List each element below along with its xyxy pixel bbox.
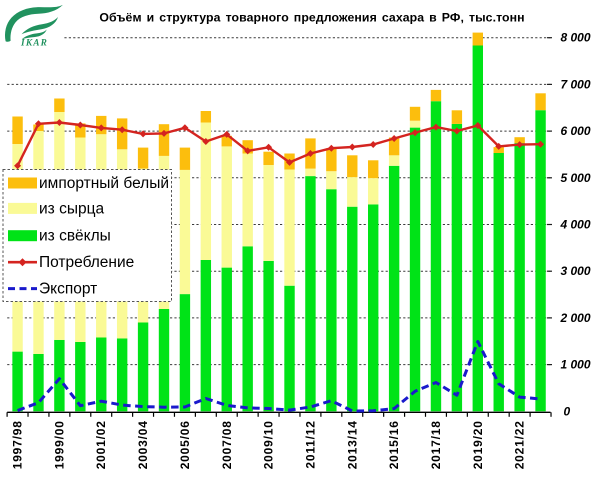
svg-text:0: 0 — [564, 404, 571, 418]
svg-text:6 000: 6 000 — [561, 124, 591, 138]
svg-text:2013/14: 2013/14 — [345, 420, 359, 469]
svg-text:1999/00: 1999/00 — [52, 420, 66, 469]
svg-text:5 000: 5 000 — [561, 171, 591, 185]
svg-text:IKAR: IKAR — [20, 39, 48, 49]
svg-text:2017/18: 2017/18 — [429, 420, 443, 469]
svg-text:из сырца: из сырца — [39, 200, 104, 217]
svg-text:2001/02: 2001/02 — [94, 420, 108, 469]
svg-text:1 000: 1 000 — [561, 358, 591, 372]
svg-text:Объём и структура товарного пр: Объём и структура товарного предложения … — [99, 11, 524, 25]
svg-text:импортный белый: импортный белый — [39, 175, 169, 192]
svg-text:8 000: 8 000 — [561, 31, 591, 45]
svg-text:4 000: 4 000 — [560, 218, 591, 232]
svg-text:2005/06: 2005/06 — [178, 420, 192, 469]
svg-text:2009/10: 2009/10 — [262, 420, 276, 469]
svg-text:2021/22: 2021/22 — [513, 420, 527, 469]
svg-text:3 000: 3 000 — [561, 264, 591, 278]
svg-text:из свёклы: из свёклы — [39, 228, 111, 245]
svg-text:2003/04: 2003/04 — [136, 420, 150, 469]
svg-text:7 000: 7 000 — [561, 77, 591, 91]
svg-text:2019/20: 2019/20 — [471, 420, 485, 469]
svg-text:1997/98: 1997/98 — [11, 420, 25, 469]
svg-text:2 000: 2 000 — [560, 311, 591, 325]
svg-text:Экспорт: Экспорт — [39, 281, 97, 298]
svg-text:Потребление: Потребление — [39, 254, 134, 271]
svg-text:2015/16: 2015/16 — [387, 420, 401, 469]
svg-text:2007/08: 2007/08 — [220, 420, 234, 469]
svg-text:2011/12: 2011/12 — [303, 420, 317, 468]
